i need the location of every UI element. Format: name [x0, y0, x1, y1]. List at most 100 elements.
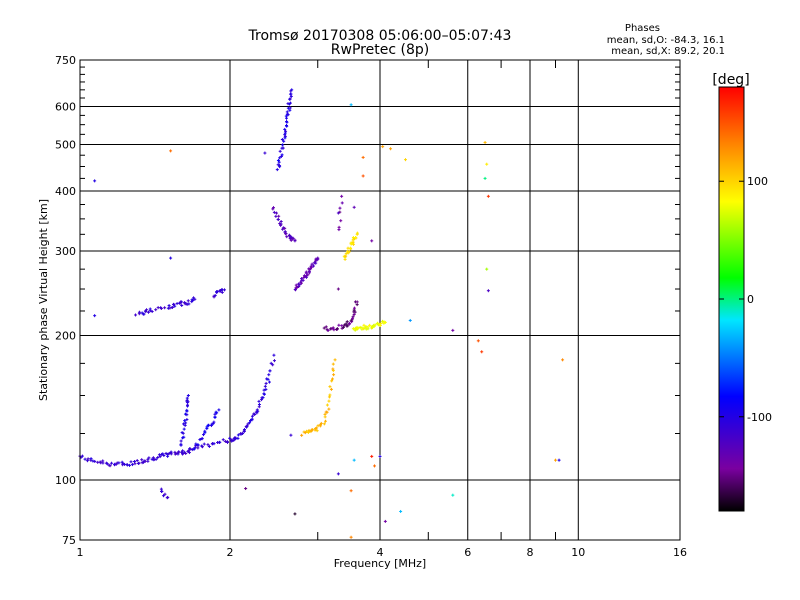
- data-point: [294, 512, 296, 516]
- data-point: [371, 326, 373, 330]
- data-point: [486, 162, 488, 166]
- x-tick-label: 16: [673, 546, 687, 559]
- data-point: [364, 326, 366, 330]
- data-point: [233, 437, 235, 441]
- data-point: [316, 258, 318, 262]
- data-point: [138, 310, 140, 314]
- data-point: [357, 326, 359, 330]
- data-point: [300, 281, 302, 285]
- data-point: [301, 433, 303, 437]
- data-point: [481, 350, 483, 354]
- data-point: [148, 456, 150, 460]
- data-points: [78, 88, 565, 539]
- data-point: [347, 251, 349, 255]
- data-point: [256, 408, 258, 412]
- data-point: [176, 302, 178, 306]
- data-point: [353, 308, 355, 312]
- data-point: [562, 358, 564, 362]
- data-point: [303, 275, 305, 279]
- data-point: [214, 415, 216, 419]
- data-point: [287, 113, 289, 117]
- data-point: [155, 308, 157, 312]
- data-point: [284, 127, 286, 131]
- data-point: [264, 384, 266, 388]
- data-point: [352, 242, 354, 246]
- data-point: [341, 324, 343, 328]
- data-point: [294, 287, 296, 291]
- data-point: [213, 294, 215, 298]
- data-point: [202, 433, 204, 437]
- data-point: [282, 227, 284, 231]
- data-point: [286, 235, 288, 239]
- data-point: [163, 494, 165, 498]
- data-point: [270, 361, 272, 365]
- data-point: [118, 461, 120, 465]
- data-point: [367, 325, 369, 329]
- data-point: [186, 400, 188, 404]
- data-point: [332, 362, 334, 366]
- colorbar-label: [deg]: [712, 72, 749, 88]
- data-point: [268, 373, 270, 377]
- data-point: [242, 432, 244, 436]
- data-point: [334, 358, 336, 362]
- data-point: [212, 422, 214, 426]
- data-point: [134, 462, 136, 466]
- data-point: [181, 300, 183, 304]
- data-point: [324, 415, 326, 419]
- data-point: [106, 462, 108, 466]
- data-point: [279, 149, 281, 153]
- data-point: [290, 433, 292, 437]
- data-point: [231, 439, 233, 443]
- data-point: [315, 259, 317, 263]
- data-point: [305, 275, 307, 279]
- data-point: [243, 429, 245, 433]
- data-point: [94, 459, 96, 463]
- data-point: [149, 309, 151, 313]
- data-point: [373, 323, 375, 327]
- data-point: [181, 450, 183, 454]
- data-point: [158, 453, 160, 457]
- data-point: [167, 452, 169, 456]
- data-point: [390, 147, 392, 151]
- data-point: [201, 445, 203, 449]
- data-point: [182, 431, 184, 435]
- data-point: [218, 408, 220, 412]
- data-point: [84, 457, 86, 461]
- data-point: [178, 450, 180, 454]
- data-point: [376, 322, 378, 326]
- data-point: [246, 424, 248, 428]
- data-point: [484, 140, 486, 144]
- data-point: [183, 422, 185, 426]
- data-point: [180, 442, 182, 446]
- data-point: [250, 419, 252, 423]
- data-point: [235, 436, 237, 440]
- data-point: [383, 321, 385, 325]
- colorbar-tick-label: 0: [747, 293, 754, 306]
- data-point: [267, 377, 269, 381]
- data-point: [400, 509, 402, 513]
- data-point: [261, 398, 263, 402]
- data-point: [311, 428, 313, 432]
- data-point: [327, 328, 329, 332]
- data-point: [307, 273, 309, 277]
- data-point: [182, 452, 184, 456]
- data-point: [175, 451, 177, 455]
- data-point: [277, 218, 279, 222]
- data-point: [102, 459, 104, 463]
- data-point: [319, 424, 321, 428]
- data-point: [182, 449, 184, 453]
- data-point: [365, 327, 367, 331]
- data-point: [268, 380, 270, 384]
- data-point: [353, 458, 355, 462]
- data-point: [280, 223, 282, 227]
- data-point: [379, 324, 381, 328]
- data-point: [183, 435, 185, 439]
- data-point: [147, 457, 149, 461]
- data-point: [100, 461, 102, 465]
- data-point: [487, 194, 489, 198]
- data-point: [130, 460, 132, 464]
- data-point: [404, 158, 406, 162]
- data-point: [352, 315, 354, 319]
- data-point: [279, 156, 281, 160]
- data-point: [307, 430, 309, 434]
